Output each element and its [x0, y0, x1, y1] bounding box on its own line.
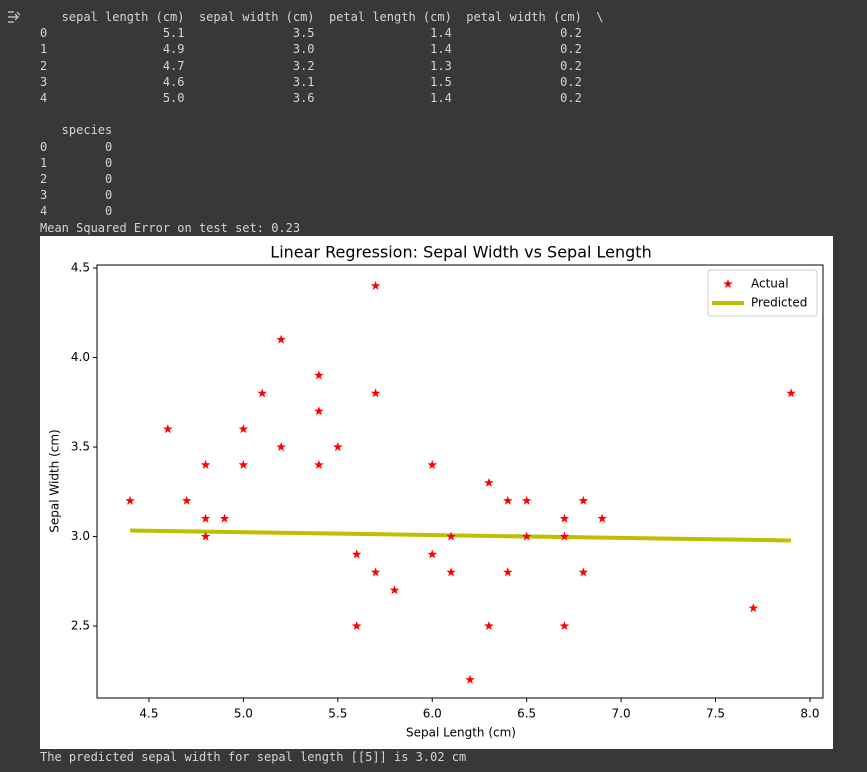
- x-axis-label: Sepal Length (cm): [406, 726, 516, 740]
- output-line: 2 4.7 3.2 1.3 0.2: [40, 58, 582, 73]
- data-point: [333, 442, 343, 452]
- x-tick-label: 8.0: [800, 707, 819, 721]
- data-point: [125, 495, 135, 505]
- data-point: [351, 621, 362, 631]
- data-point: [163, 424, 173, 434]
- legend-label: Actual: [751, 277, 789, 291]
- output-line: 3 4.6 3.1 1.5 0.2: [40, 74, 582, 89]
- legend-marker: [723, 279, 733, 288]
- data-point: [465, 674, 475, 684]
- x-tick-label: 7.5: [706, 707, 725, 721]
- x-tick-label: 5.5: [328, 707, 347, 721]
- data-point: [597, 513, 607, 523]
- data-point: [578, 495, 589, 505]
- data-point: [276, 334, 286, 344]
- output-line: 3 0: [40, 188, 113, 203]
- data-point: [200, 513, 211, 523]
- data-point: [370, 280, 381, 290]
- output-icon[interactable]: [6, 9, 22, 25]
- output-line: 1 0: [40, 155, 113, 170]
- data-point: [427, 549, 437, 559]
- data-point: [314, 406, 324, 416]
- data-point: [200, 459, 211, 469]
- data-point: [503, 495, 513, 505]
- data-point: [748, 603, 759, 613]
- data-point: [238, 459, 249, 469]
- y-tick-label: 3.5: [71, 440, 90, 454]
- data-point: [446, 567, 456, 577]
- output-line: 1 4.9 3.0 1.4 0.2: [40, 42, 582, 57]
- data-point: [389, 585, 400, 595]
- output-line: 0 5.1 3.5 1.4 0.2: [40, 26, 582, 41]
- data-point: [427, 459, 437, 469]
- data-point: [219, 513, 230, 523]
- data-point: [521, 495, 532, 505]
- data-point: [578, 567, 589, 577]
- data-point: [351, 549, 362, 559]
- output-line: 4 5.0 3.6 1.4 0.2: [40, 91, 582, 106]
- output-line: Mean Squared Error on test set: 0.23: [40, 220, 301, 235]
- data-point: [503, 567, 513, 577]
- cell-output: sepal length (cm) sepal width (cm) petal…: [40, 9, 604, 236]
- output-line: 0 0: [40, 139, 113, 154]
- regression-line: [130, 528, 792, 543]
- data-point: [276, 442, 286, 452]
- data-point: [238, 424, 249, 434]
- result-line: The predicted sepal width for sepal leng…: [40, 750, 467, 764]
- output-line: sepal length (cm) sepal width (cm) petal…: [40, 10, 604, 24]
- data-point: [446, 531, 456, 541]
- x-tick-label: 5.0: [234, 707, 253, 721]
- data-point: [484, 621, 494, 631]
- y-tick-label: 3.0: [71, 529, 90, 543]
- data-point: [559, 513, 570, 523]
- data-point: [314, 459, 324, 469]
- chart-title: Linear Regression: Sepal Width vs Sepal …: [270, 243, 651, 262]
- x-tick-label: 4.5: [139, 707, 158, 721]
- chart: Linear Regression: Sepal Width vs Sepal …: [40, 236, 833, 749]
- plot-frame: [96, 264, 824, 699]
- x-tick-label: 6.0: [423, 707, 442, 721]
- data-point: [257, 388, 267, 398]
- output-line: 4 0: [40, 204, 113, 219]
- data-point: [200, 531, 211, 541]
- data-point: [370, 388, 381, 398]
- y-axis-label: Sepal Width (cm): [48, 429, 62, 532]
- output-line: 2 0: [40, 172, 113, 187]
- data-point: [484, 477, 494, 487]
- data-point: [559, 621, 570, 631]
- data-point: [182, 495, 192, 505]
- output-line: species: [40, 123, 113, 138]
- y-tick-label: 2.5: [71, 619, 90, 633]
- output-line: [40, 106, 604, 122]
- x-tick-label: 6.5: [517, 707, 536, 721]
- y-tick-label: 4.5: [71, 261, 90, 275]
- data-point: [786, 388, 796, 398]
- legend-label: Predicted: [751, 296, 807, 310]
- data-point: [559, 531, 570, 541]
- data-point: [314, 370, 324, 380]
- data-point: [370, 567, 381, 577]
- data-point: [521, 531, 532, 541]
- y-tick-label: 4.0: [71, 350, 90, 364]
- x-tick-label: 7.0: [612, 707, 631, 721]
